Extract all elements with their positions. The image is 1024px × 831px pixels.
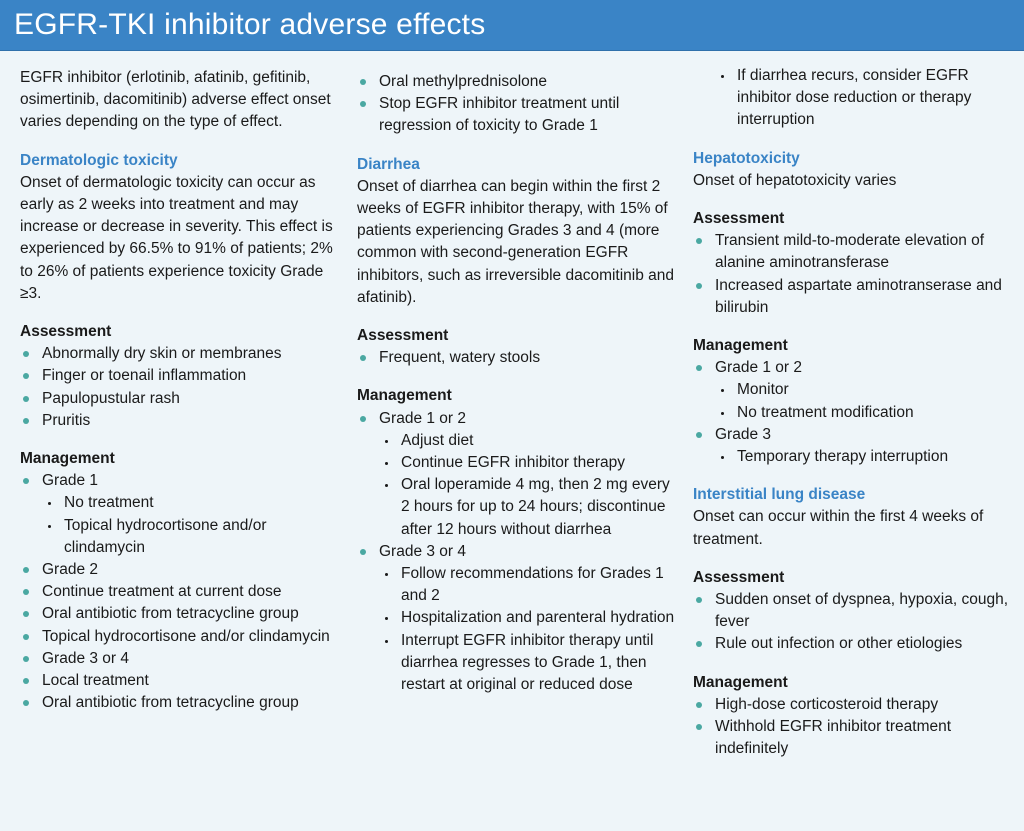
list-item: No treatment — [42, 492, 340, 514]
dermatologic-management-heading: Management — [20, 450, 115, 468]
list-item: Pruritis — [20, 410, 340, 432]
list-item: Grade 2 — [20, 559, 340, 581]
dermatologic-assessment-list: Abnormally dry skin or membranes Finger … — [20, 343, 340, 432]
diarrhea-heading: Diarrhea — [357, 155, 420, 173]
list-item: Withhold EGFR inhibitor treatment indefi… — [693, 716, 1011, 760]
intro-text: EGFR inhibitor (erlotinib, afatinib, gef… — [20, 69, 331, 131]
list-item: Topical hydrocortisone and/or clindamyci… — [20, 626, 340, 648]
sub-list: Adjust diet Continue EGFR inhibitor ther… — [379, 430, 677, 541]
hepatotoxicity-assessment-heading: Assessment — [693, 210, 785, 228]
diarrhea-management-list: Grade 1 or 2 Adjust diet Continue EGFR i… — [357, 408, 677, 697]
grade-label: Grade 3 or 4 — [379, 542, 467, 560]
list-item: Frequent, watery stools — [357, 347, 677, 369]
list-item: Oral antibiotic from tetracycline group — [20, 692, 340, 714]
list-item: Continue EGFR inhibitor therapy — [379, 452, 677, 474]
page-title: EGFR-TKI inhibitor adverse effects — [0, 0, 1024, 51]
list-item: If diarrhea recurs, consider EGFR inhibi… — [715, 65, 1011, 132]
ild-management-list: High-dose corticosteroid therapy Withhol… — [693, 694, 1011, 761]
diarrhea-management-heading: Management — [357, 387, 452, 405]
ild-assessment-list: Sudden onset of dyspnea, hypoxia, cough,… — [693, 589, 1011, 656]
column-1: EGFR inhibitor (erlotinib, afatinib, gef… — [20, 67, 340, 714]
list-item: Grade 3 Temporary therapy interruption — [693, 424, 1011, 468]
hepatotoxicity-heading: Hepatotoxicity — [693, 149, 800, 167]
ild-onset: Onset can occur within the first 4 weeks… — [693, 508, 984, 548]
list-item: Papulopustular rash — [20, 388, 340, 410]
dermatologic-onset: Onset of dermatologic toxicity can occur… — [20, 173, 333, 302]
list-item: Oral antibiotic from tetracycline group — [20, 603, 340, 625]
grade-label: Grade 1 or 2 — [715, 359, 803, 377]
ild-assessment-heading: Assessment — [693, 568, 785, 586]
list-item: Rule out infection or other etiologies — [693, 633, 1011, 655]
list-item: Temporary therapy interruption — [715, 446, 1011, 468]
list-item: Stop EGFR inhibitor treatment until regr… — [357, 93, 677, 137]
list-item: Grade 1 No treatment Topical hydrocortis… — [20, 470, 340, 559]
column-2: Oral methylprednisolone Stop EGFR inhibi… — [357, 71, 677, 696]
list-item: Grade 1 or 2 Monitor No treatment modifi… — [693, 357, 1011, 424]
list-item: Monitor — [715, 379, 1011, 401]
grade-label: Grade 3 — [715, 425, 772, 443]
sub-list: Temporary therapy interruption — [715, 446, 1011, 468]
grade-label: Grade 1 — [42, 472, 99, 490]
dermatologic-heading: Dermatologic toxicity — [20, 151, 178, 169]
sub-list: Follow recommendations for Grades 1 and … — [379, 563, 677, 696]
list-item: Follow recommendations for Grades 1 and … — [379, 563, 677, 607]
hepatotoxicity-assessment-list: Transient mild-to-moderate elevation of … — [693, 230, 1011, 319]
diarrhea-assessment-heading: Assessment — [357, 327, 449, 345]
dermatologic-management-list: Grade 1 No treatment Topical hydrocortis… — [20, 470, 340, 714]
list-item: Abnormally dry skin or membranes — [20, 343, 340, 365]
list-item: Grade 3 or 4 — [20, 648, 340, 670]
list-item: Oral methylprednisolone — [357, 71, 677, 93]
list-item: Oral loperamide 4 mg, then 2 mg every 2 … — [379, 474, 677, 541]
list-item: Grade 1 or 2 Adjust diet Continue EGFR i… — [357, 408, 677, 541]
list-item: Grade 3 or 4 Follow recommendations for … — [357, 541, 677, 696]
dermatologic-management-list-cont: Oral methylprednisolone Stop EGFR inhibi… — [357, 71, 677, 138]
column-3: If diarrhea recurs, consider EGFR inhibi… — [693, 65, 1011, 760]
ild-heading: Interstitial lung disease — [693, 486, 866, 504]
hepatotoxicity-management-list: Grade 1 or 2 Monitor No treatment modifi… — [693, 357, 1011, 468]
list-item: Interrupt EGFR inhibitor therapy until d… — [379, 630, 677, 697]
ild-management-heading: Management — [693, 673, 788, 691]
diarrhea-management-list-cont: If diarrhea recurs, consider EGFR inhibi… — [715, 65, 1011, 132]
list-item: Adjust diet — [379, 430, 677, 452]
hepatotoxicity-management-heading: Management — [693, 337, 788, 355]
list-item: Topical hydrocortisone and/or clindamyci… — [42, 515, 340, 559]
sub-list: Monitor No treatment modification — [715, 379, 1011, 423]
diarrhea-assessment-list: Frequent, watery stools — [357, 347, 677, 369]
list-item: High-dose corticosteroid therapy — [693, 694, 1011, 716]
list-item: Transient mild-to-moderate elevation of … — [693, 230, 1011, 274]
list-item: Local treatment — [20, 670, 340, 692]
list-item: Hospitalization and parenteral hydration — [379, 607, 677, 629]
diarrhea-onset: Onset of diarrhea can begin within the f… — [357, 177, 675, 306]
hepatotoxicity-onset: Onset of hepatotoxicity varies — [693, 171, 897, 189]
list-item: Finger or toenail inflammation — [20, 365, 340, 387]
grade-label: Grade 1 or 2 — [379, 409, 467, 427]
list-item: Increased aspartate aminotranserase and … — [693, 275, 1011, 319]
list-item: Continue treatment at current dose — [20, 581, 340, 603]
list-item: Sudden onset of dyspnea, hypoxia, cough,… — [693, 589, 1011, 633]
list-item: No treatment modification — [715, 402, 1011, 424]
sub-list: No treatment Topical hydrocortisone and/… — [42, 492, 340, 559]
dermatologic-assessment-heading: Assessment — [20, 323, 112, 341]
